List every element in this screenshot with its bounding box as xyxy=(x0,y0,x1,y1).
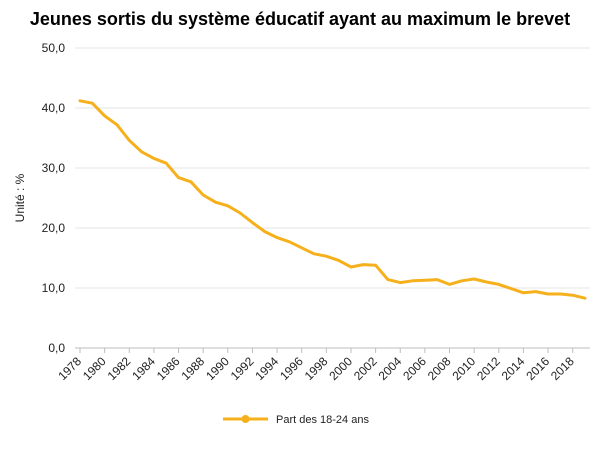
data-point xyxy=(140,150,144,154)
data-point xyxy=(546,292,550,296)
x-axis-ticks: 1978198019821984198619881990199219941996… xyxy=(55,348,577,383)
data-point xyxy=(571,293,575,297)
x-tick-label: 2018 xyxy=(548,354,577,383)
data-point xyxy=(312,252,316,256)
data-point xyxy=(386,278,390,282)
x-tick-label: 1982 xyxy=(105,354,134,383)
x-tick-label: 1986 xyxy=(154,354,183,383)
series-layer xyxy=(78,99,587,300)
data-point xyxy=(90,101,94,105)
data-point xyxy=(78,99,82,103)
data-point xyxy=(521,291,525,295)
data-point xyxy=(411,279,415,283)
data-point xyxy=(300,246,304,250)
series-line-part-des-18-24-ans xyxy=(78,99,587,300)
data-point xyxy=(127,138,131,142)
x-tick-label: 2000 xyxy=(326,354,355,383)
data-point xyxy=(484,280,488,284)
x-tick-label: 1998 xyxy=(302,354,331,383)
y-axis-ticks: 0,0 10,0 20,0 30,0 40,0 50,0 xyxy=(42,41,66,355)
data-point xyxy=(213,200,217,204)
y-tick-label: 10,0 xyxy=(42,281,66,295)
x-tick-label: 2006 xyxy=(400,354,429,383)
data-point xyxy=(398,281,402,285)
x-tick-label: 1992 xyxy=(228,354,257,383)
data-point xyxy=(361,263,365,267)
y-tick-label: 40,0 xyxy=(42,101,66,115)
data-point xyxy=(472,277,476,281)
legend-label: Part des 18-24 ans xyxy=(276,414,369,426)
legend-marker xyxy=(241,415,250,423)
data-point xyxy=(558,292,562,296)
data-point xyxy=(152,156,156,160)
data-point xyxy=(115,123,119,127)
x-tick-label: 2014 xyxy=(499,354,528,383)
data-point xyxy=(226,204,230,208)
data-point xyxy=(287,240,291,244)
y-tick-label: 0,0 xyxy=(48,341,65,355)
x-tick-label: 2016 xyxy=(523,354,552,383)
data-point xyxy=(177,176,181,180)
data-point xyxy=(238,211,242,215)
data-point xyxy=(263,230,267,234)
y-tick-label: 50,0 xyxy=(42,41,66,55)
legend[interactable]: Part des 18-24 ans xyxy=(223,414,369,426)
y-axis-label: Unité : % xyxy=(13,173,27,222)
x-tick-label: 1980 xyxy=(80,354,109,383)
data-point xyxy=(349,265,353,269)
chart-title: Jeunes sortis du système éducatif ayant … xyxy=(29,9,571,29)
data-point xyxy=(448,282,452,286)
x-tick-label: 2010 xyxy=(449,354,478,383)
x-tick-label: 1996 xyxy=(277,354,306,383)
x-tick-label: 2002 xyxy=(351,354,380,383)
x-tick-label: 2008 xyxy=(425,354,454,383)
data-point xyxy=(435,278,439,282)
data-point xyxy=(509,287,513,291)
x-tick-label: 1978 xyxy=(55,354,84,383)
data-point xyxy=(201,193,205,197)
data-point xyxy=(337,258,341,262)
x-tick-label: 1990 xyxy=(203,354,232,383)
y-tick-label: 30,0 xyxy=(42,161,66,175)
x-tick-label: 2012 xyxy=(474,354,503,383)
data-point xyxy=(534,290,538,294)
data-point xyxy=(423,278,427,282)
data-point xyxy=(374,263,378,267)
x-tick-label: 1994 xyxy=(252,354,281,383)
x-tick-label: 2004 xyxy=(376,354,405,383)
data-point xyxy=(250,221,254,225)
data-point xyxy=(460,279,464,283)
data-point xyxy=(164,161,168,165)
data-point xyxy=(103,114,107,118)
data-point xyxy=(324,254,328,258)
data-point xyxy=(583,296,587,300)
y-tick-label: 20,0 xyxy=(42,221,66,235)
x-tick-label: 1984 xyxy=(129,354,158,383)
gridlines xyxy=(75,47,590,349)
x-tick-label: 1988 xyxy=(179,354,208,383)
data-point xyxy=(189,180,193,184)
data-point xyxy=(275,236,279,240)
data-point xyxy=(497,282,501,286)
